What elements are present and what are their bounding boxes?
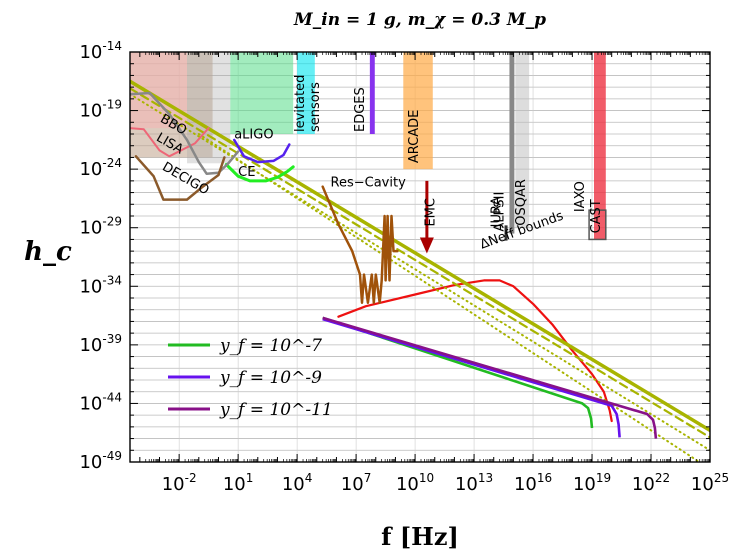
x-tick-label: 1010 [396,471,434,495]
x-tick-labels: 10-2 101 104 107 1010 1013 1016 1019 1022 1025 [162,471,729,495]
curves [130,79,710,462]
experiment-band-arcade [403,52,433,170]
y-tick-label: 10-44 [79,390,122,414]
experiment-band-alpsii [509,52,515,234]
lisa-curve [130,127,210,158]
legend: y_f = 10^-7 y_f = 10^-9 y_f = 10^-11 [168,336,333,420]
experiment-band-iaxo [588,209,607,241]
y-tick-label: 10-24 [79,156,122,180]
y-tick-label: 10-39 [79,332,122,356]
legend-label-1: y_f = 10^-7 [219,336,322,356]
emc-arrow-head [419,237,434,254]
detector-band [230,52,294,134]
y-tick-label: 10-14 [79,39,122,63]
x-tick-label: 1013 [455,471,493,495]
y-tick-label: 10-29 [79,215,122,239]
axis-ticks [130,51,711,463]
experiment-band-edges [369,52,375,134]
bbo-curve [130,91,240,176]
chart-title: M_in = 1 g, m_χ = 0.3 M_p [293,10,546,30]
delta-neff-bound-dotted [130,93,710,452]
delta-neff-bound-dashed [130,87,710,439]
annotation-label: aLIGO [234,128,273,143]
decigo-curve [134,155,226,201]
delta-neff-bound-dotted-lower [197,133,702,462]
x-tick-label: 101 [223,471,254,495]
x-axis-label: f [Hz] [381,522,459,551]
delta-neff-bound [130,79,710,433]
experiment-band-osqar [515,52,530,228]
series-line-3 [322,316,658,439]
experiment-band-jura [504,225,508,241]
experiment-band-levitated [297,52,315,134]
plot-frame [129,51,711,463]
band-label-alpsii: ALPSII [492,192,507,232]
legend-label-3: y_f = 10^-11 [219,400,333,420]
y-tick-label: 10-49 [79,449,122,473]
aligo-curve [232,138,291,164]
res-cavity-curve [321,185,399,304]
band-label-osqar: OSQAR [514,179,529,226]
series-line-1 [322,316,594,429]
y-tick-label: 10-34 [79,273,122,297]
series [322,316,658,439]
experiment-band-cast [594,52,606,240]
detector-bands [130,52,607,241]
annotation-label: Res−Cavity [331,176,407,191]
x-tick-label: 10-2 [162,471,197,495]
y-tick-labels: 10-14 10-19 10-24 10-29 10-34 10-39 10-44 10-49 [79,39,122,473]
red-signal [337,279,613,423]
x-tick-label: 1025 [691,471,729,495]
series-line-2 [322,317,621,438]
x-tick-label: 107 [341,471,372,495]
legend-label-2: y_f = 10^-9 [219,368,322,388]
band-label-sensors: sensors [308,82,323,132]
band-label-edges: EDGES [353,87,368,132]
annotation-label: EMC [424,198,439,227]
x-tick-label: 1022 [632,471,670,495]
band-label-iaxo: IAXO [573,181,588,212]
y-tick-label: 10-19 [79,98,122,122]
band-label-arcade: ARCADE [407,110,422,163]
x-tick-label: 1019 [573,471,611,495]
y-axis-label: h_c [24,237,72,267]
band-label-jura: JURA [490,197,505,229]
detector-band [187,52,231,164]
band-label-cast: CAST [589,199,604,233]
x-tick-label: 1016 [514,471,552,495]
band-label-levitated: levitated [293,75,308,132]
x-tick-label: 104 [282,471,313,495]
detector-band [130,52,188,129]
annotation-label: CE [238,165,255,180]
ce-curve [224,163,295,183]
